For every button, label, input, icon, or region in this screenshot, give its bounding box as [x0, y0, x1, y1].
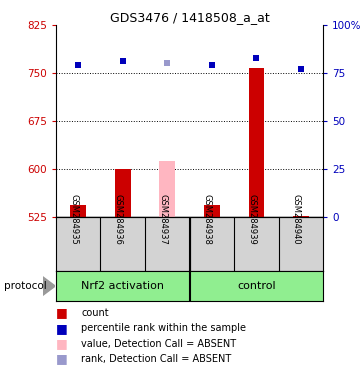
- Text: ■: ■: [56, 353, 68, 366]
- Text: ■: ■: [56, 337, 68, 350]
- Text: GSM284936: GSM284936: [114, 194, 123, 245]
- Text: control: control: [237, 281, 275, 291]
- Bar: [204, 205, 219, 217]
- Text: GSM284937: GSM284937: [158, 194, 167, 245]
- Text: value, Detection Call = ABSENT: value, Detection Call = ABSENT: [81, 339, 236, 349]
- Bar: [248, 68, 264, 217]
- Text: ■: ■: [56, 306, 68, 319]
- Text: protocol: protocol: [4, 281, 46, 291]
- Text: percentile rank within the sample: percentile rank within the sample: [81, 323, 246, 333]
- Title: GDS3476 / 1418508_a_at: GDS3476 / 1418508_a_at: [110, 11, 269, 24]
- Polygon shape: [43, 276, 55, 296]
- Text: GSM284940: GSM284940: [292, 194, 301, 245]
- Bar: [160, 161, 175, 217]
- Bar: [115, 169, 131, 217]
- Text: GSM284935: GSM284935: [69, 194, 78, 245]
- Bar: [293, 216, 309, 217]
- Text: GSM284938: GSM284938: [203, 194, 212, 245]
- Text: Nrf2 activation: Nrf2 activation: [81, 281, 164, 291]
- Text: ■: ■: [56, 322, 68, 335]
- Text: GSM284939: GSM284939: [247, 194, 256, 245]
- Bar: [70, 205, 86, 217]
- Text: rank, Detection Call = ABSENT: rank, Detection Call = ABSENT: [81, 354, 231, 364]
- Text: count: count: [81, 308, 109, 318]
